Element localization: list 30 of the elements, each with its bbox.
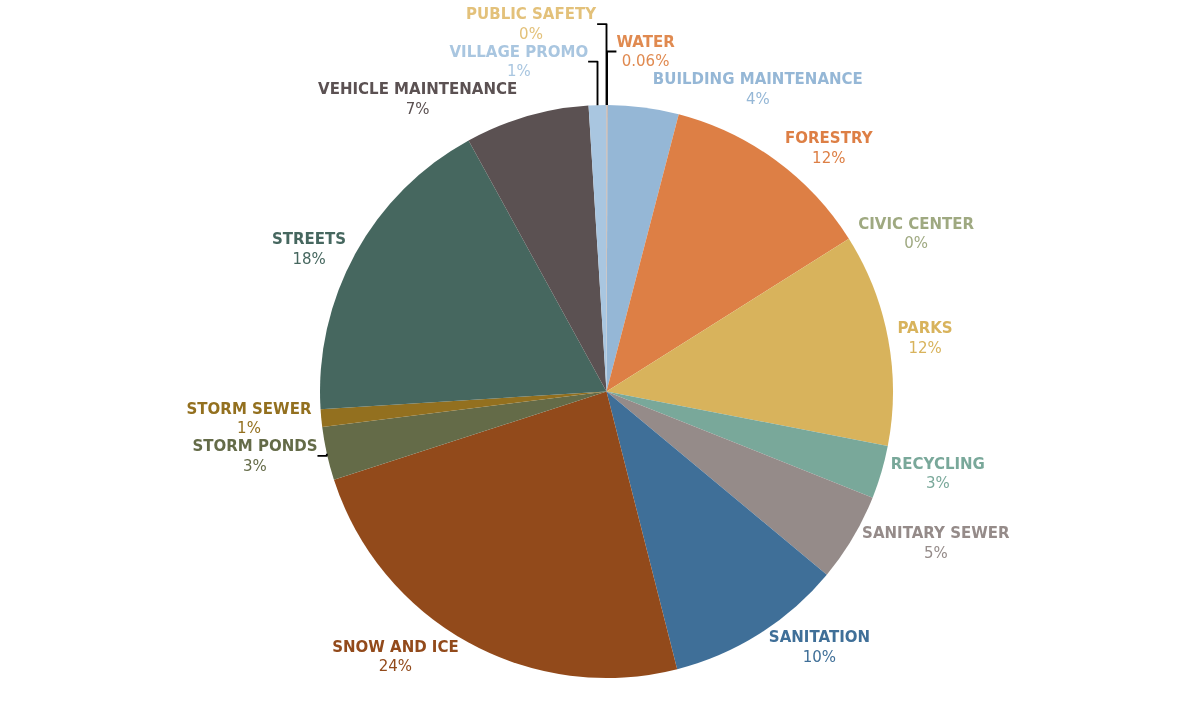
data-label: 4% xyxy=(745,89,770,108)
data-label: 12% xyxy=(812,148,846,167)
slice-label: PARKS xyxy=(897,319,953,338)
slice-label: STORM PONDS xyxy=(192,437,318,456)
data-label: 3% xyxy=(243,456,267,475)
text: 0% xyxy=(519,24,543,43)
slice-label: WATER xyxy=(616,32,676,51)
data-label: 18% xyxy=(292,249,326,268)
slice-label: SNOW AND ICE xyxy=(332,637,459,656)
slice-label: RECYCLING xyxy=(890,454,985,473)
category-label: CIVIC CENTER xyxy=(858,214,975,233)
slice-label: STORM SEWER xyxy=(186,399,312,418)
slice-label: STREETS xyxy=(272,230,347,249)
data-label: 0.06% xyxy=(621,52,670,71)
slice-label: VEHICLE MAINTENANCE xyxy=(318,80,518,99)
text: 0% xyxy=(904,234,929,253)
slice-label: BUILDING MAINTENANCE xyxy=(652,70,863,89)
category-label: PUBLIC SAFETY xyxy=(466,5,596,24)
data-label: 24% xyxy=(378,657,413,676)
data-label: 3% xyxy=(925,474,950,493)
data-label: 12% xyxy=(908,338,942,357)
data-label: 7% xyxy=(405,99,430,118)
slice-label: SANITATION xyxy=(768,628,871,647)
slice-label: VILLAGE PROMO xyxy=(449,42,589,61)
data-label: 1% xyxy=(237,419,261,438)
data-label: 10% xyxy=(802,647,837,666)
data-label: 1% xyxy=(506,62,531,81)
slice-label: SANITARY SEWER xyxy=(862,524,1010,543)
data-label: 5% xyxy=(923,543,948,562)
slice-label: FORESTRY xyxy=(785,129,874,148)
